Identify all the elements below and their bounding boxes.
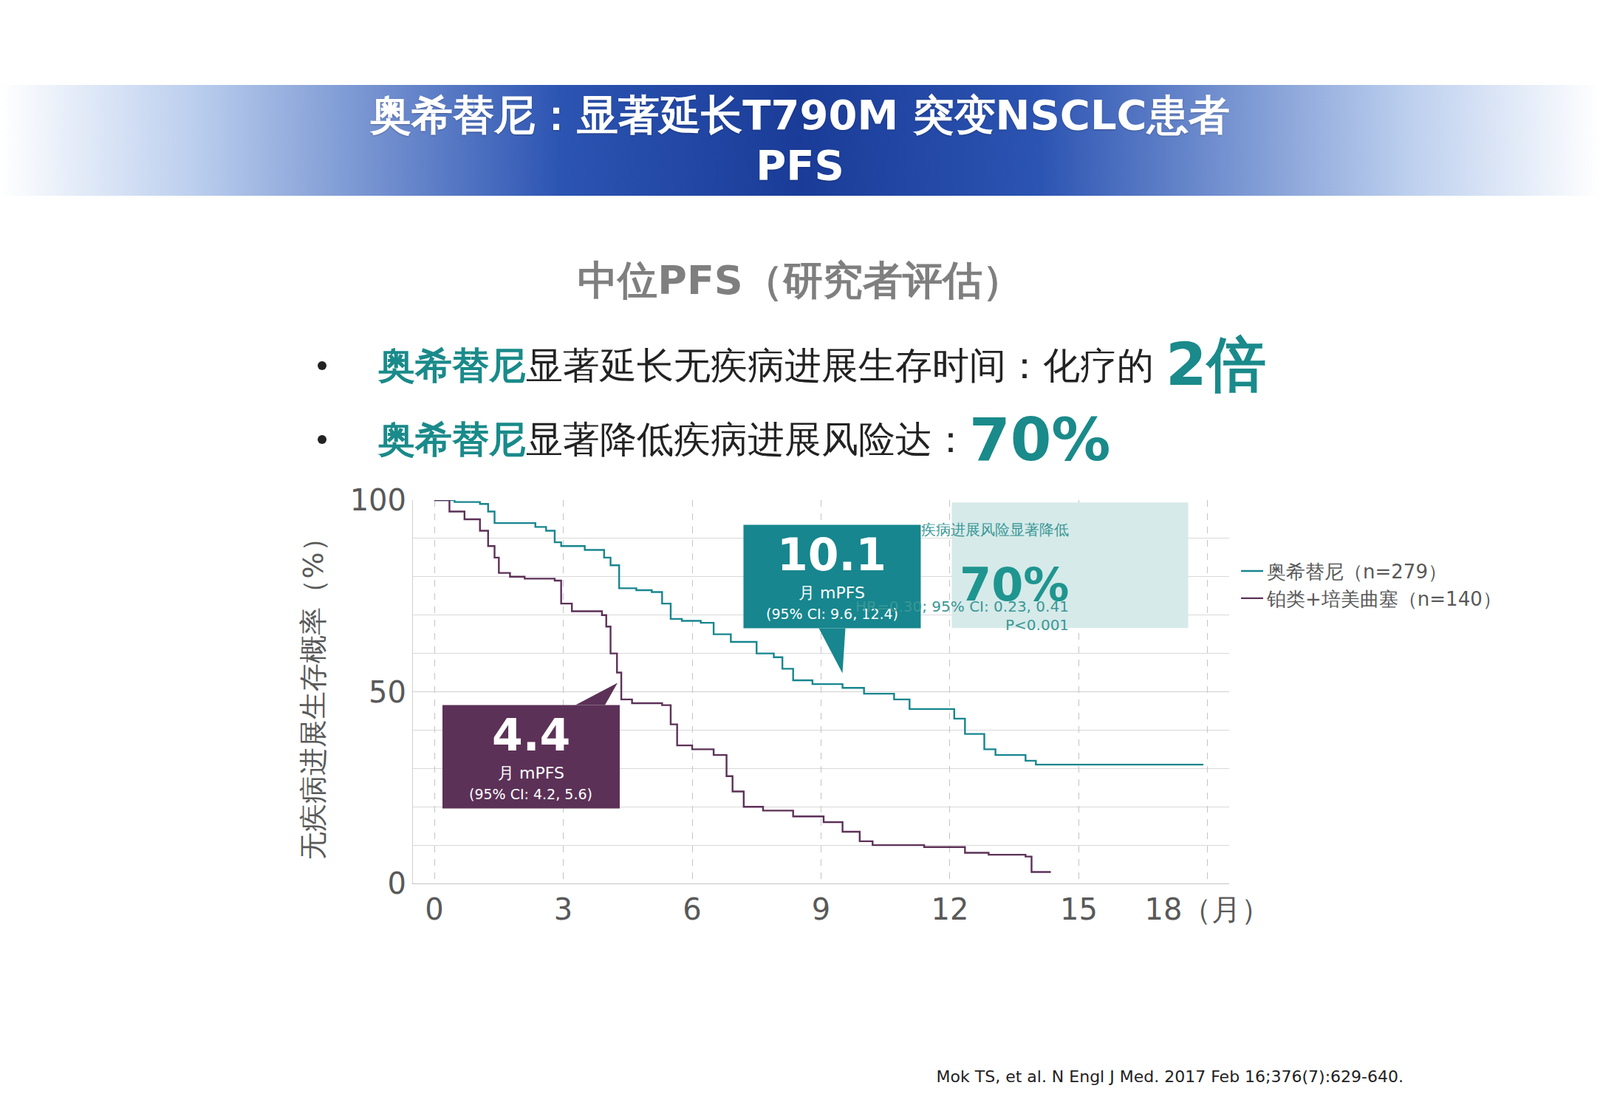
html-text:奥希替尼显著延长无疾病进展生存时间：化疗的2倍: 奥希替尼显著延长无疾病进展生存时间：化疗的2倍 [378, 330, 1266, 399]
svg-text:15: 15 [1060, 892, 1098, 927]
svg-text:12: 12 [931, 892, 970, 927]
svg-text:0: 0 [424, 892, 444, 927]
svg-text:(95% CI: 4.2, 5.6): (95% CI: 4.2, 5.6) [469, 785, 593, 803]
svg-text:50: 50 [368, 675, 407, 710]
svg-text:0: 0 [387, 866, 407, 901]
svg-text:疾病进展风险显著降低: 疾病进展风险显著降低 [921, 520, 1069, 539]
svg-text:4.4: 4.4 [491, 709, 571, 761]
svg-text:(95% CI: 9.6, 12.4): (95% CI: 9.6, 12.4) [766, 605, 899, 622]
svg-text:月 mPFS: 月 mPFS [798, 583, 866, 603]
svg-text:10.1: 10.1 [777, 528, 887, 581]
svg-text:70%: 70% [959, 557, 1069, 612]
html-text:Mok TS, et al. N Engl J Med. 2: Mok TS, et al. N Engl J Med. 2017 Feb 16… [936, 1067, 1404, 1086]
html-text:奥希替尼显著降低疾病进展风险达：70%: 奥希替尼显著降低疾病进展风险达：70% [378, 405, 1111, 474]
html-text:奥希替尼：显著延长T790M 突变NSCLC患者PFS: 奥希替尼：显著延长T790M 突变NSCLC患者PFS [370, 90, 1230, 190]
html-text:中位PFS（研究者评估）: 中位PFS（研究者评估） [577, 257, 1023, 304]
svg-text:100: 100 [350, 483, 407, 518]
svg-text:18（月）: 18（月） [1144, 892, 1271, 927]
svg-text:奥希替尼（n=279）: 奥希替尼（n=279） [1266, 560, 1448, 583]
svg-text:月 mPFS: 月 mPFS [497, 763, 565, 783]
svg-text:HR=0.30; 95% CI: 0.23, 0.41: HR=0.30; 95% CI: 0.23, 0.41 [855, 597, 1069, 616]
svg-text:9: 9 [811, 892, 831, 927]
svg-text:无疾病进展生存概率（%）: 无疾病进展生存概率（%） [296, 523, 330, 860]
svg-text:铂类+培美曲塞（n=140）: 铂类+培美曲塞（n=140） [1266, 587, 1502, 611]
svg-text:6: 6 [682, 892, 702, 927]
svg-text:3: 3 [554, 892, 573, 927]
svg-text:P<0.001: P<0.001 [1005, 616, 1069, 634]
